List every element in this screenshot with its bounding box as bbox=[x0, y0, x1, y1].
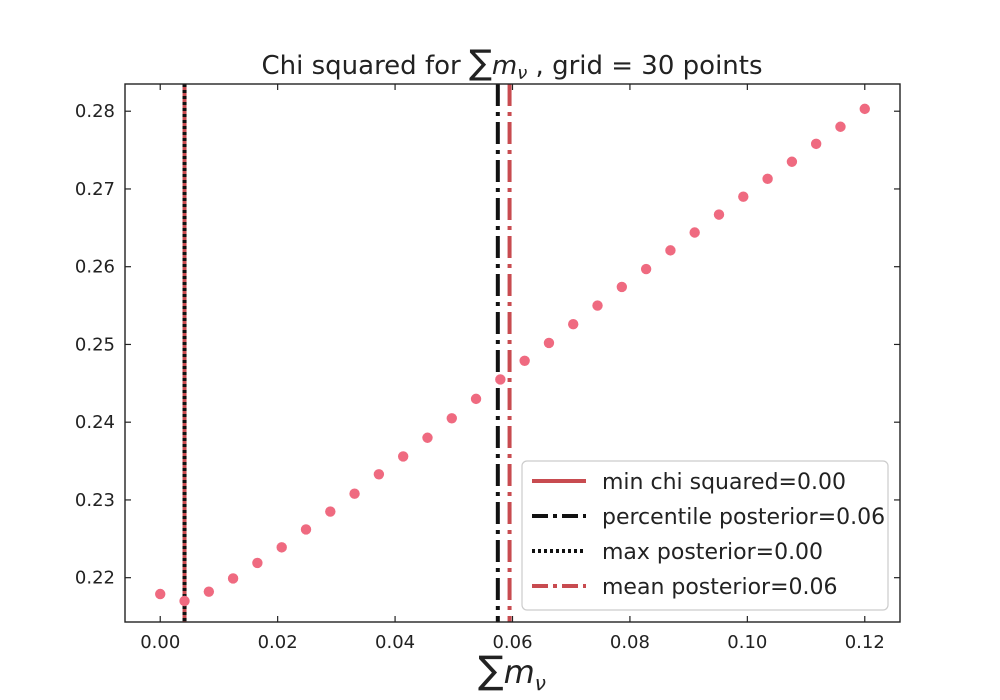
data-point bbox=[810, 138, 822, 150]
x-tick-label: 0.00 bbox=[140, 632, 180, 653]
chart-title-subscript: ν bbox=[517, 63, 527, 84]
data-point bbox=[835, 121, 846, 132]
data-point bbox=[592, 300, 603, 311]
y-tick-label: 0.25 bbox=[75, 334, 115, 355]
data-point bbox=[155, 588, 166, 600]
legend-label: max posterior=0.00 bbox=[602, 540, 823, 565]
data-point bbox=[616, 281, 628, 293]
y-tick-label: 0.27 bbox=[75, 179, 115, 200]
data-point bbox=[738, 191, 749, 202]
data-point bbox=[640, 263, 652, 275]
data-point bbox=[227, 573, 239, 584]
x-axis-sum-symbol: ∑ bbox=[478, 648, 504, 692]
data-point bbox=[543, 337, 555, 349]
x-axis-m: m bbox=[504, 653, 535, 691]
data-point bbox=[203, 586, 215, 597]
chart-title-sum-symbol: ∑ bbox=[469, 43, 492, 83]
data-point bbox=[859, 103, 870, 115]
x-axis-label: ∑mν bbox=[478, 648, 546, 695]
data-point bbox=[470, 393, 482, 405]
x-tick-label: 0.12 bbox=[845, 632, 885, 653]
data-point bbox=[495, 374, 506, 385]
data-point bbox=[349, 488, 360, 499]
y-tick-label: 0.23 bbox=[75, 490, 115, 511]
data-point bbox=[422, 432, 433, 443]
data-point bbox=[568, 319, 579, 330]
data-point bbox=[397, 451, 409, 462]
legend-label: mean posterior=0.06 bbox=[602, 575, 838, 600]
chart-title: Chi squared for ∑mν , grid = 30 points bbox=[261, 43, 762, 84]
data-point bbox=[373, 469, 385, 480]
data-point bbox=[300, 524, 312, 535]
data-point bbox=[762, 173, 773, 185]
plot-frame bbox=[124, 83, 901, 623]
data-point bbox=[519, 355, 530, 366]
data-point bbox=[276, 542, 287, 553]
x-axis-subscript: ν bbox=[535, 671, 546, 695]
legend-label: percentile posterior=0.06 bbox=[602, 505, 885, 530]
data-points bbox=[155, 103, 870, 607]
chart-title-m: m bbox=[492, 51, 517, 81]
chart-title-prefix: Chi squared for bbox=[261, 51, 468, 81]
y-tick-label: 0.28 bbox=[75, 101, 115, 122]
y-tick-label: 0.22 bbox=[75, 568, 115, 589]
data-point bbox=[179, 595, 190, 607]
x-tick-label: 0.02 bbox=[258, 632, 298, 653]
data-point bbox=[713, 209, 725, 220]
legend-label: min chi squared=0.00 bbox=[602, 470, 846, 495]
y-tick-label: 0.24 bbox=[75, 412, 115, 433]
data-point bbox=[665, 245, 676, 256]
data-point bbox=[689, 227, 700, 238]
data-point bbox=[786, 156, 798, 167]
data-point bbox=[252, 557, 263, 569]
x-tick-label: 0.06 bbox=[492, 632, 532, 653]
axis-ticks: 0.00 0.02 0.04 0.06 0.08 0.10 0.12 0.22 0.23 0.24… bbox=[75, 84, 900, 653]
data-point bbox=[325, 506, 336, 517]
x-tick-label: 0.04 bbox=[375, 632, 415, 653]
y-tick-label: 0.26 bbox=[75, 257, 115, 278]
x-tick-label: 0.08 bbox=[610, 632, 650, 653]
legend: min chi squared=0.00 percentile posterior… bbox=[521, 460, 889, 611]
x-tick-label: 0.10 bbox=[727, 632, 767, 653]
data-point bbox=[446, 413, 457, 424]
chart-title-suffix: , grid = 30 points bbox=[527, 51, 762, 81]
reference-lines bbox=[182, 84, 512, 622]
legend-box bbox=[521, 460, 889, 611]
